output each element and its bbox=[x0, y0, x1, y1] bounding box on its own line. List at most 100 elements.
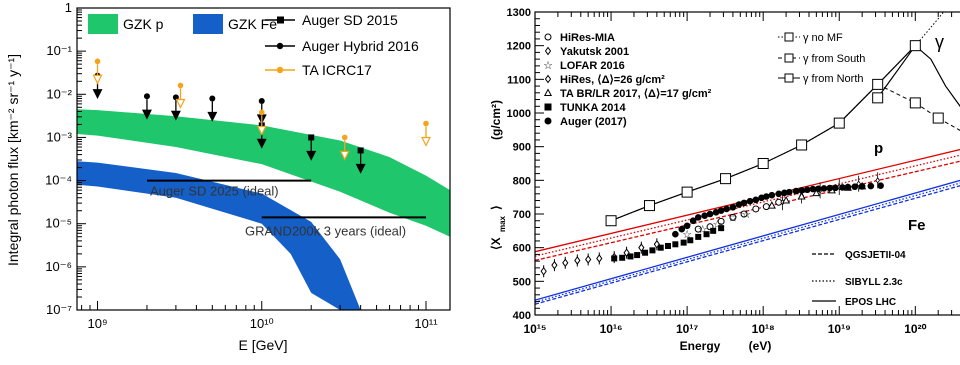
tunka-point bbox=[710, 227, 717, 234]
gamma-marker bbox=[932, 112, 944, 124]
auger-point bbox=[792, 187, 800, 195]
x-tick-label: 10¹⁷ bbox=[676, 322, 698, 336]
y-tick-label: 1100 bbox=[507, 74, 531, 86]
lofar-point: ☆ bbox=[682, 229, 692, 241]
tunka-point bbox=[703, 231, 710, 238]
legend-model-label: SIBYLL 2.3c bbox=[845, 277, 903, 288]
legend-label: TUNKA 2014 bbox=[560, 102, 626, 114]
tunka-point bbox=[649, 247, 656, 254]
legend-gamma-label: γ from South bbox=[803, 53, 865, 65]
auger-point bbox=[844, 183, 852, 191]
legend-marker bbox=[276, 42, 284, 50]
ta-point bbox=[782, 195, 791, 204]
tunka-point bbox=[611, 255, 618, 262]
y-tick-label: 1200 bbox=[507, 41, 531, 53]
auger-point bbox=[814, 185, 822, 193]
auger-point bbox=[775, 190, 783, 198]
yakutsk-point bbox=[562, 258, 569, 268]
auger-point bbox=[717, 207, 725, 214]
auger-point bbox=[706, 210, 714, 218]
ta-arrowhead bbox=[175, 98, 186, 109]
legend-label: TA ICRC17 bbox=[302, 62, 372, 78]
band-gzk-p bbox=[77, 109, 450, 237]
y-tick-label: 10⁻⁷ bbox=[46, 302, 72, 317]
ta-arrowhead bbox=[421, 136, 431, 147]
hires-point bbox=[856, 180, 861, 187]
legend-gamma-marker bbox=[784, 53, 794, 63]
iron-model-line bbox=[535, 182, 960, 303]
x-tick-label: 10¹⁰ bbox=[250, 316, 274, 331]
proton-model-line bbox=[535, 160, 960, 262]
legend-gamma-label: γ from North bbox=[803, 73, 864, 85]
lofar-point: ☆ bbox=[728, 212, 738, 224]
limit-line-label: GRAND200k 3 years (ideal) bbox=[245, 223, 406, 238]
x-tick-label: 10¹⁸ bbox=[752, 322, 775, 336]
auger-point bbox=[809, 185, 817, 193]
x-tick-label: 10¹⁹ bbox=[828, 322, 851, 336]
lofar-point: ☆ bbox=[698, 224, 708, 236]
legend-marker bbox=[544, 74, 552, 84]
legend-label: HiRes, ⟨Δ⟩=26 g/cm² bbox=[560, 74, 665, 86]
limit-line-label: Auger SD 2025 (ideal) bbox=[150, 184, 279, 199]
ta-arrowhead bbox=[339, 150, 350, 161]
axis-ticks: 10¹⁵ 10¹⁶ 10¹⁷ 10¹⁸ 10¹⁹ 10²⁰ 400 500 600 700 800 9… bbox=[507, 7, 953, 336]
hires-mia-point bbox=[694, 225, 702, 233]
ta-point bbox=[94, 58, 101, 65]
legend-gamma-marker bbox=[784, 32, 794, 42]
hires-mia-point bbox=[752, 205, 760, 213]
gamma-marker bbox=[720, 173, 732, 185]
lofar-point: ☆ bbox=[712, 219, 722, 231]
tunka-point bbox=[687, 237, 694, 244]
auger-hybrid-point bbox=[172, 94, 179, 101]
legend-marker bbox=[543, 88, 553, 96]
x-tick-label: 10¹⁵ bbox=[524, 322, 547, 336]
auger-point bbox=[672, 230, 679, 238]
auger-point bbox=[701, 212, 708, 219]
yakutsk-point bbox=[540, 266, 547, 276]
legend-marker bbox=[544, 33, 552, 41]
auger-point bbox=[832, 184, 839, 192]
auger-point bbox=[729, 203, 737, 211]
y-tick-label: 800 bbox=[513, 175, 531, 187]
annotation-fe: Fe bbox=[908, 217, 926, 234]
auger-point bbox=[712, 209, 720, 216]
y-tick-label: 400 bbox=[513, 310, 531, 322]
auger-point bbox=[746, 197, 754, 205]
y-tick-label: 10⁻³ bbox=[46, 129, 72, 144]
proton-model-line bbox=[535, 154, 960, 257]
y-tick-label: 1300 bbox=[507, 7, 531, 19]
legend-swatch-gzk-p bbox=[88, 14, 118, 34]
auger-point bbox=[768, 191, 776, 199]
auger-point bbox=[694, 214, 702, 221]
y-axis-label-sub: max bbox=[498, 215, 507, 232]
y-tick-label: 500 bbox=[513, 276, 531, 288]
tunka-point bbox=[627, 253, 634, 260]
legend-model-label: QGSJETII-04 bbox=[845, 250, 906, 261]
x-tick-label: 10¹⁶ bbox=[600, 322, 623, 336]
auger-point bbox=[798, 187, 805, 194]
ta-point bbox=[258, 109, 265, 116]
auger-point bbox=[877, 182, 884, 190]
gamma-marker bbox=[605, 215, 617, 227]
axis-ticks: 10⁹ 10¹⁰ 10¹¹ 1 10⁻¹ 10⁻² 10⁻³ 10⁻⁴ 10⁻⁵ 10⁻⁶ 10⁻⁷ bbox=[45, 0, 438, 331]
legend: HiRes-MIA Yakutsk 2001 ☆ LOFAR 2016 HiRes, ⟨… bbox=[543, 32, 944, 308]
tunka-point bbox=[680, 239, 687, 246]
yakutsk-point bbox=[596, 254, 603, 263]
auger-point bbox=[858, 183, 866, 190]
tunka-point bbox=[619, 254, 626, 261]
legend-marker bbox=[544, 117, 552, 125]
legend-gamma-label: γ no MF bbox=[803, 32, 843, 44]
tunka-point bbox=[642, 249, 649, 256]
legend-label: LOFAR 2016 bbox=[560, 60, 625, 72]
gamma-marker bbox=[796, 139, 808, 151]
legend-label: TA BR/LR 2017, ⟨Δ⟩=17 g/cm² bbox=[560, 88, 712, 100]
annotation-gamma: γ bbox=[935, 32, 944, 52]
auger-point bbox=[740, 199, 748, 207]
x-axis-label: Energy bbox=[680, 339, 721, 353]
auger-point bbox=[820, 185, 828, 192]
auger-point bbox=[803, 186, 811, 194]
gamma-main-curve bbox=[610, 45, 916, 222]
gamma-marker bbox=[872, 92, 884, 104]
legend: GZK p GZK Fe Auger SD 2015 Auger Hybrid 201… bbox=[88, 12, 419, 78]
ta-point bbox=[812, 188, 821, 197]
